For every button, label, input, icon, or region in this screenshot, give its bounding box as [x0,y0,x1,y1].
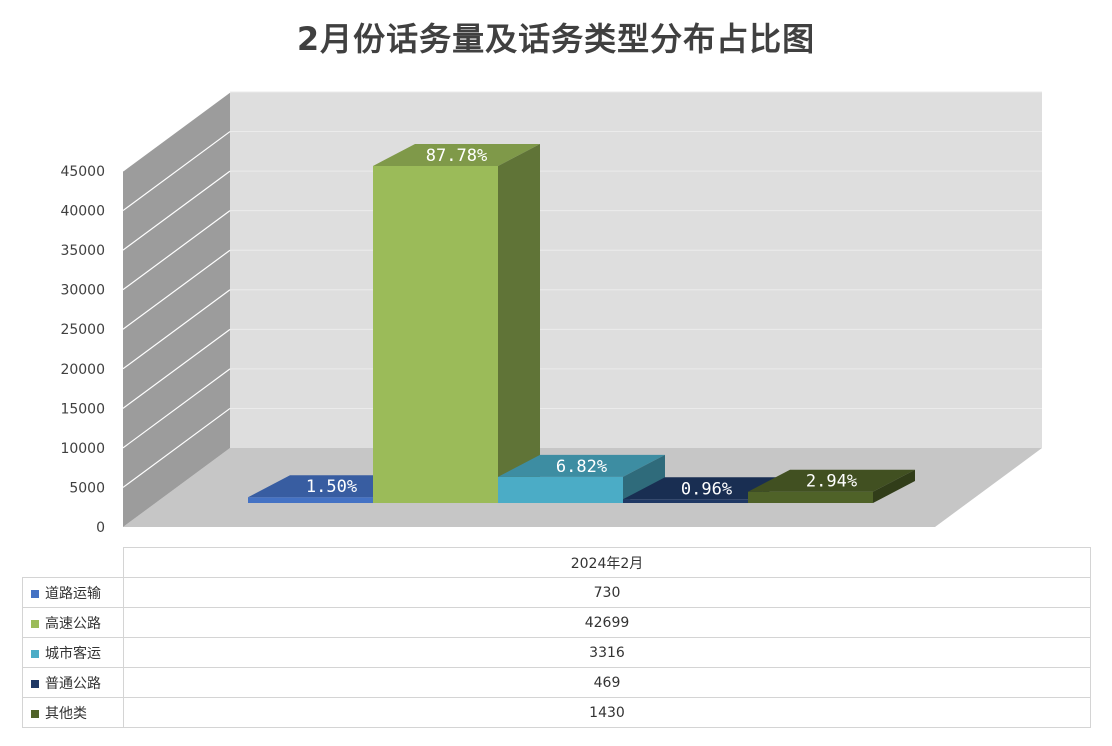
chart-plot: 0 5000 10000 15000 20000 25000 30000 35000 40000… [60,91,1042,536]
table-row-label: 普通公路 [45,675,101,692]
bar-top [748,469,915,492]
table-corner [22,547,124,578]
gridline [122,249,231,330]
table-row: 普通公路 469 [22,667,1091,698]
bars [248,144,915,503]
table-row-label: 道路运输 [45,585,101,602]
gridlines [122,91,1042,488]
table-header: 2024年2月 [123,547,1091,578]
table-row: 道路运输 730 [22,577,1091,608]
data-label: 0.96% [681,479,732,499]
chart-back-wall [230,92,1042,448]
y-tick-label: 40000 [60,204,105,220]
gridline [122,368,231,449]
bar-side [873,469,915,503]
data-table-header-row: 2024年2月 [22,547,1091,578]
bar-front [623,499,748,503]
table-row: 高速公路 42699 [22,607,1091,638]
y-tick-label: 10000 [60,441,105,457]
bar-front [498,476,623,503]
gridline [122,91,231,172]
table-row: 城市客运 3316 [22,637,1091,668]
legend-swatch [31,619,39,628]
bar-front [748,491,873,503]
y-tick-label: 30000 [60,283,105,299]
legend-swatch [31,589,39,598]
data-label: 87.78% [426,146,487,166]
table-row: 其他类 1430 [22,697,1091,728]
chart-side-wall [123,92,230,527]
data-label: 2.94% [806,472,857,492]
legend-swatch [31,649,39,658]
data-label: 1.50% [306,477,357,497]
table-row-value: 3316 [123,637,1091,668]
data-label: 6.82% [556,457,607,477]
y-tick-label: 0 [96,520,105,536]
bar-side [498,144,540,503]
data-labels: 1.50% 87.78% 6.82% 0.96% 2.94% [306,146,857,499]
y-tick-label: 5000 [69,480,105,496]
gridline [122,328,231,409]
table-row-label: 其他类 [45,705,87,722]
y-tick-label: 45000 [60,164,105,180]
y-tick-label: 15000 [60,401,105,417]
gridline [122,210,231,291]
gridline [122,289,231,370]
legend-swatch [31,709,39,718]
bar-top [373,144,540,166]
y-tick-label: 35000 [60,243,105,259]
y-axis-tick-labels: 0 5000 10000 15000 20000 25000 30000 35000 40000… [60,164,105,536]
gridline [122,407,231,488]
table-row-value: 42699 [123,607,1091,638]
bar-side [623,454,665,503]
data-table: 2024年2月 道路运输 730 高速公路 42699 城市客运 3316 普通… [22,547,1091,728]
table-row-value: 1430 [123,697,1091,728]
gridline [122,131,231,212]
table-row-value: 469 [123,667,1091,698]
bar-front [248,497,373,503]
y-tick-label: 25000 [60,322,105,338]
table-row-label: 高速公路 [45,615,101,632]
table-row-label: 城市客运 [45,645,101,662]
chart-title: 2月份话务量及话务类型分布占比图 [296,20,816,58]
bar-top [498,454,665,477]
table-row-value: 730 [123,577,1091,608]
bar-front [373,166,498,503]
gridline [122,170,231,251]
y-tick-label: 20000 [60,362,105,378]
legend-swatch [31,679,39,688]
